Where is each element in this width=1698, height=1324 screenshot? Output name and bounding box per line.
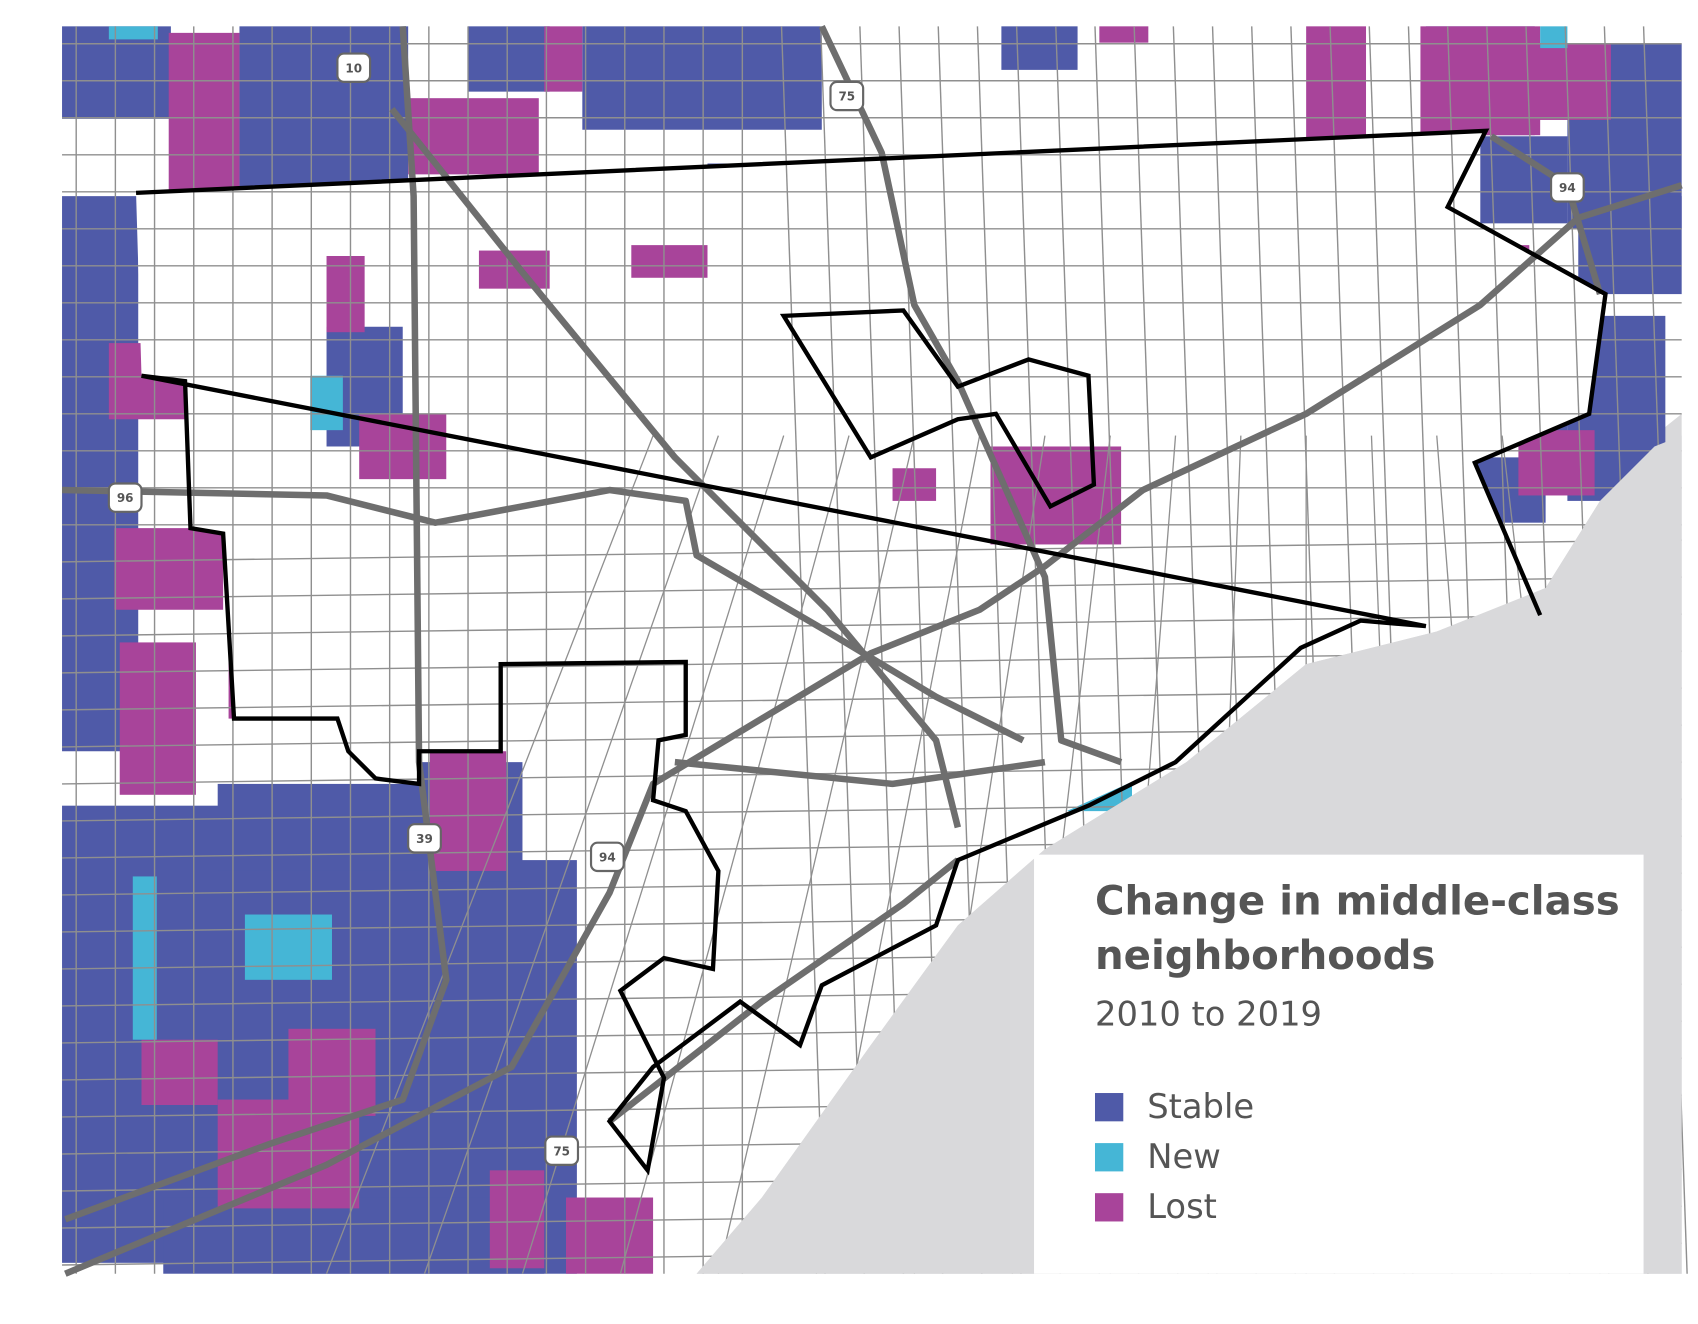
- shield-badge: [107, 482, 143, 513]
- shield-label: 75: [838, 90, 855, 104]
- highway-shield: 39: [407, 823, 442, 854]
- street: [62, 613, 1682, 637]
- overlays: 10 75 94 96 39 94 75: [107, 52, 1608, 1176]
- tract: [326, 256, 365, 333]
- shield-label: 39: [416, 832, 433, 846]
- legend: Change in middle-class neighborhoods 201…: [1094, 879, 1620, 1226]
- street: [717, 435, 915, 1274]
- highway-shield: 96: [107, 482, 143, 513]
- highway-shield: 94: [1549, 172, 1585, 203]
- tract: [310, 375, 343, 431]
- tract: [168, 32, 240, 191]
- shield-label: 94: [599, 850, 616, 864]
- tract: [217, 783, 436, 871]
- legend-subtitle: 2010 to 2019: [1095, 995, 1322, 1034]
- highway: [674, 758, 1046, 788]
- shield-badge: [336, 52, 372, 83]
- tract: [468, 26, 550, 92]
- city-boundary: [135, 128, 1608, 1176]
- legend-label: Lost: [1147, 1187, 1217, 1226]
- shield-badge: [407, 823, 442, 854]
- street: [619, 435, 850, 1274]
- legend-title-line2: neighborhoods: [1095, 933, 1435, 979]
- street: [521, 435, 785, 1274]
- tract: [489, 1170, 545, 1269]
- tract: [1001, 26, 1078, 70]
- highway-shield: 75: [829, 80, 865, 112]
- legend-label: Stable: [1147, 1087, 1254, 1126]
- tract: [408, 98, 539, 175]
- street: [423, 435, 720, 1274]
- street: [62, 539, 1682, 563]
- tract: [244, 914, 332, 980]
- legend-swatch: [1094, 1143, 1124, 1172]
- street: [62, 576, 1682, 600]
- legend-title: Change in middle-class: [1095, 879, 1620, 925]
- tract: [114, 528, 224, 610]
- legend-panel: [1034, 854, 1644, 1274]
- tract: [359, 413, 447, 480]
- enclave-boundary: [779, 308, 1097, 510]
- legend-items: Stable New Lost: [1094, 1087, 1254, 1226]
- highway-shield: 75: [544, 1135, 580, 1166]
- shield-badge: [544, 1135, 580, 1166]
- tract: [478, 250, 550, 289]
- tract: [62, 26, 171, 119]
- highway-shield: 94: [589, 841, 625, 873]
- shield-badge: [1549, 172, 1585, 203]
- tract: [239, 26, 409, 190]
- street: [780, 26, 826, 1274]
- shield-badge: [829, 80, 865, 112]
- tract: [544, 26, 583, 92]
- shield-label: 94: [1559, 181, 1576, 195]
- highway: [64, 182, 1683, 1277]
- tract: [141, 1039, 218, 1106]
- highway: [61, 486, 1025, 744]
- tract: [1099, 26, 1149, 43]
- shield-label: 10: [345, 61, 362, 75]
- tract: [566, 1197, 654, 1274]
- tract: [1540, 26, 1568, 49]
- shield-label: 96: [117, 491, 134, 505]
- tract: [119, 642, 196, 795]
- highway: [389, 107, 962, 829]
- tract: [1534, 43, 1611, 120]
- roads: [61, 24, 1688, 1277]
- shield-label: 75: [553, 1144, 570, 1158]
- legend-swatch: [1094, 1093, 1124, 1122]
- tract: [108, 26, 158, 40]
- highway: [818, 24, 1123, 766]
- highway: [64, 26, 450, 1223]
- tract: [631, 245, 708, 278]
- highway-shield: 10: [336, 52, 372, 83]
- tract: [132, 876, 157, 1040]
- tract: [582, 26, 822, 130]
- highway: [607, 857, 960, 1124]
- legend-swatch: [1094, 1193, 1124, 1222]
- legend-label: New: [1147, 1137, 1221, 1176]
- shield-badge: [589, 841, 625, 873]
